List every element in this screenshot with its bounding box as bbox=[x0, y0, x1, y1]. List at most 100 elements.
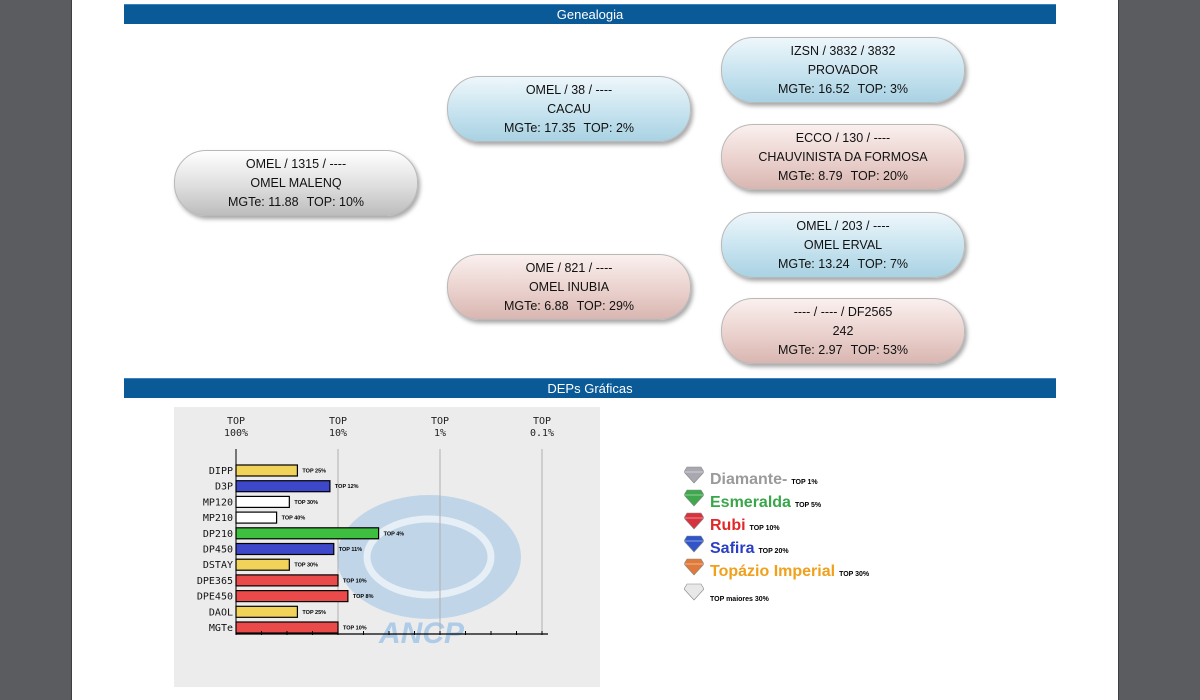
bar-label: TOP 4% bbox=[384, 531, 405, 537]
legend-label: Rubi bbox=[710, 517, 746, 534]
pill-top: TOP: 53% bbox=[850, 342, 909, 357]
pill-name: OMEL ERVAL bbox=[803, 237, 883, 252]
ruby-gem-icon bbox=[684, 512, 704, 530]
pill-id: OMEL / 203 / ---- bbox=[796, 218, 890, 233]
legend-row-top-maiores: TOP maiores 30% bbox=[684, 583, 769, 603]
category-label: DPE365 bbox=[197, 576, 233, 587]
pill-id: ECCO / 130 / ---- bbox=[795, 130, 891, 145]
dep-bar bbox=[235, 558, 290, 571]
pill-top: TOP: 2% bbox=[583, 120, 635, 135]
pill-name: OMEL INUBIA bbox=[528, 279, 610, 294]
pedigree-sire-dam: ECCO / 130 / ---- CHAUVINISTA DA FORMOSA… bbox=[721, 124, 965, 190]
category-label: DSTAY bbox=[203, 560, 233, 571]
axis-top-label: 100% bbox=[224, 428, 248, 439]
legend-top: TOP 1% bbox=[791, 479, 818, 486]
bar-label: TOP 40% bbox=[282, 516, 306, 522]
axis-top-label: TOP bbox=[533, 416, 551, 427]
deps-header: DEPs Gráficas bbox=[124, 378, 1056, 398]
pill-id: ---- / ---- / DF2565 bbox=[793, 304, 893, 319]
legend-top: TOP 30% bbox=[839, 571, 870, 578]
category-label: DAOL bbox=[209, 607, 233, 618]
pill-top: TOP: 29% bbox=[576, 298, 635, 313]
bar-label: TOP 30% bbox=[294, 500, 318, 506]
category-label: MP210 bbox=[203, 513, 233, 524]
diamond-gem-icon bbox=[684, 466, 704, 484]
sapphire-gem-icon bbox=[684, 535, 704, 553]
pill-mgte: MGTe: 16.52 bbox=[777, 81, 850, 96]
dep-bar bbox=[235, 590, 349, 603]
axis-top-label: TOP bbox=[329, 416, 347, 427]
legend-row-rubi: Rubi TOP 10% bbox=[684, 512, 780, 535]
category-label: DPE450 bbox=[197, 592, 233, 603]
pill-mgte: MGTe: 17.35 bbox=[503, 120, 576, 135]
axis-top-label: TOP bbox=[431, 416, 449, 427]
bar-label: TOP 25% bbox=[302, 469, 326, 475]
genealogy-header: Genealogia bbox=[124, 4, 1056, 24]
pill-name: CACAU bbox=[547, 101, 591, 116]
bar-label: TOP 11% bbox=[339, 547, 362, 553]
legend-row-safira: Safira TOP 20% bbox=[684, 535, 789, 558]
dep-bar bbox=[235, 511, 278, 524]
bar-label: TOP 25% bbox=[302, 610, 326, 616]
pill-id: OMEL / 1315 / ---- bbox=[245, 156, 347, 171]
pedigree-animal: OMEL / 1315 / ---- OMEL MALENQ MGTe: 11.… bbox=[174, 150, 418, 216]
pill-top: TOP: 7% bbox=[857, 256, 909, 271]
legend-row-esmeralda: Esmeralda TOP 5% bbox=[684, 489, 821, 512]
bar-label: TOP 30% bbox=[294, 563, 318, 569]
legend-label: Topázio Imperial bbox=[710, 563, 836, 580]
legend-row-topazio: Topázio Imperial TOP 30% bbox=[684, 558, 869, 581]
dep-bar bbox=[235, 495, 290, 509]
axis-top-label: 10% bbox=[329, 428, 347, 439]
dep-bar bbox=[235, 574, 339, 587]
bar-label: TOP 8% bbox=[353, 594, 374, 600]
legend-top: TOP 10% bbox=[749, 525, 780, 532]
dep-bar bbox=[235, 542, 335, 556]
pedigree-sire: OMEL / 38 / ---- CACAU MGTe: 17.35 TOP: 2… bbox=[447, 76, 691, 142]
pill-name: OMEL MALENQ bbox=[250, 175, 342, 190]
bar-label: TOP 10% bbox=[343, 626, 367, 632]
pill-top: TOP: 3% bbox=[857, 81, 909, 96]
pedigree-sire-sire: IZSN / 3832 / 3832 PROVADOR MGTe: 16.52 T… bbox=[721, 37, 965, 103]
dep-bar bbox=[235, 605, 299, 618]
pill-id: OME / 821 / ---- bbox=[525, 260, 613, 275]
topaz-gem-icon bbox=[684, 558, 704, 576]
pill-mgte: MGTe: 6.88 bbox=[503, 298, 569, 313]
pill-mgte: MGTe: 11.88 bbox=[227, 194, 299, 209]
axis-top-label: TOP bbox=[227, 416, 245, 427]
pill-name: CHAUVINISTA DA FORMOSA bbox=[758, 149, 928, 164]
dep-bar bbox=[235, 480, 331, 493]
legend-top: TOP 5% bbox=[794, 502, 822, 509]
white-gem-icon bbox=[684, 583, 704, 601]
category-label: D3P bbox=[215, 482, 233, 493]
emerald-gem-icon bbox=[684, 489, 704, 507]
deps-chart: ANCP TOP 100% TOP 10% TOP 1% TOP 0.1% DIPP TOP 25%… bbox=[174, 407, 600, 687]
pedigree-dam-sire: OMEL / 203 / ---- OMEL ERVAL MGTe: 13.24… bbox=[721, 212, 965, 278]
pill-top: TOP: 10% bbox=[306, 194, 365, 209]
legend-label: Esmeralda bbox=[710, 494, 791, 511]
pill-mgte: MGTe: 8.79 bbox=[777, 168, 843, 183]
pill-id: IZSN / 3832 / 3832 bbox=[790, 43, 896, 58]
category-label: MP120 bbox=[203, 497, 233, 508]
pedigree-dam-dam: ---- / ---- / DF2565 242 MGTe: 2.97 TOP: … bbox=[721, 298, 965, 364]
pill-mgte: MGTe: 13.24 bbox=[777, 256, 850, 271]
pill-name: 242 bbox=[832, 323, 854, 338]
pedigree-dam: OME / 821 / ---- OMEL INUBIA MGTe: 6.88 T… bbox=[447, 254, 691, 320]
pill-name: PROVADOR bbox=[807, 62, 879, 77]
category-label: DIPP bbox=[209, 466, 233, 477]
dep-bar bbox=[235, 527, 380, 540]
document-page: Genealogia OMEL / 1315 / ---- OMEL MALEN… bbox=[72, 0, 1118, 700]
category-label: DP450 bbox=[203, 545, 233, 556]
legend-row-diamante: Diamante - TOP 1% bbox=[684, 466, 818, 489]
legend-top: TOP 20% bbox=[758, 548, 789, 555]
pill-mgte: MGTe: 2.97 bbox=[777, 342, 843, 357]
legend-label: Diamante bbox=[710, 471, 783, 488]
legend-top: TOP maiores 30% bbox=[710, 596, 769, 603]
category-label: MGTe bbox=[209, 623, 233, 634]
dep-bar bbox=[235, 464, 299, 477]
category-label: DP210 bbox=[203, 529, 233, 540]
bar-label: TOP 10% bbox=[343, 578, 367, 584]
legend-label: Safira bbox=[710, 540, 755, 557]
pill-top: TOP: 20% bbox=[850, 168, 909, 183]
axis-top-label: 1% bbox=[434, 428, 446, 439]
